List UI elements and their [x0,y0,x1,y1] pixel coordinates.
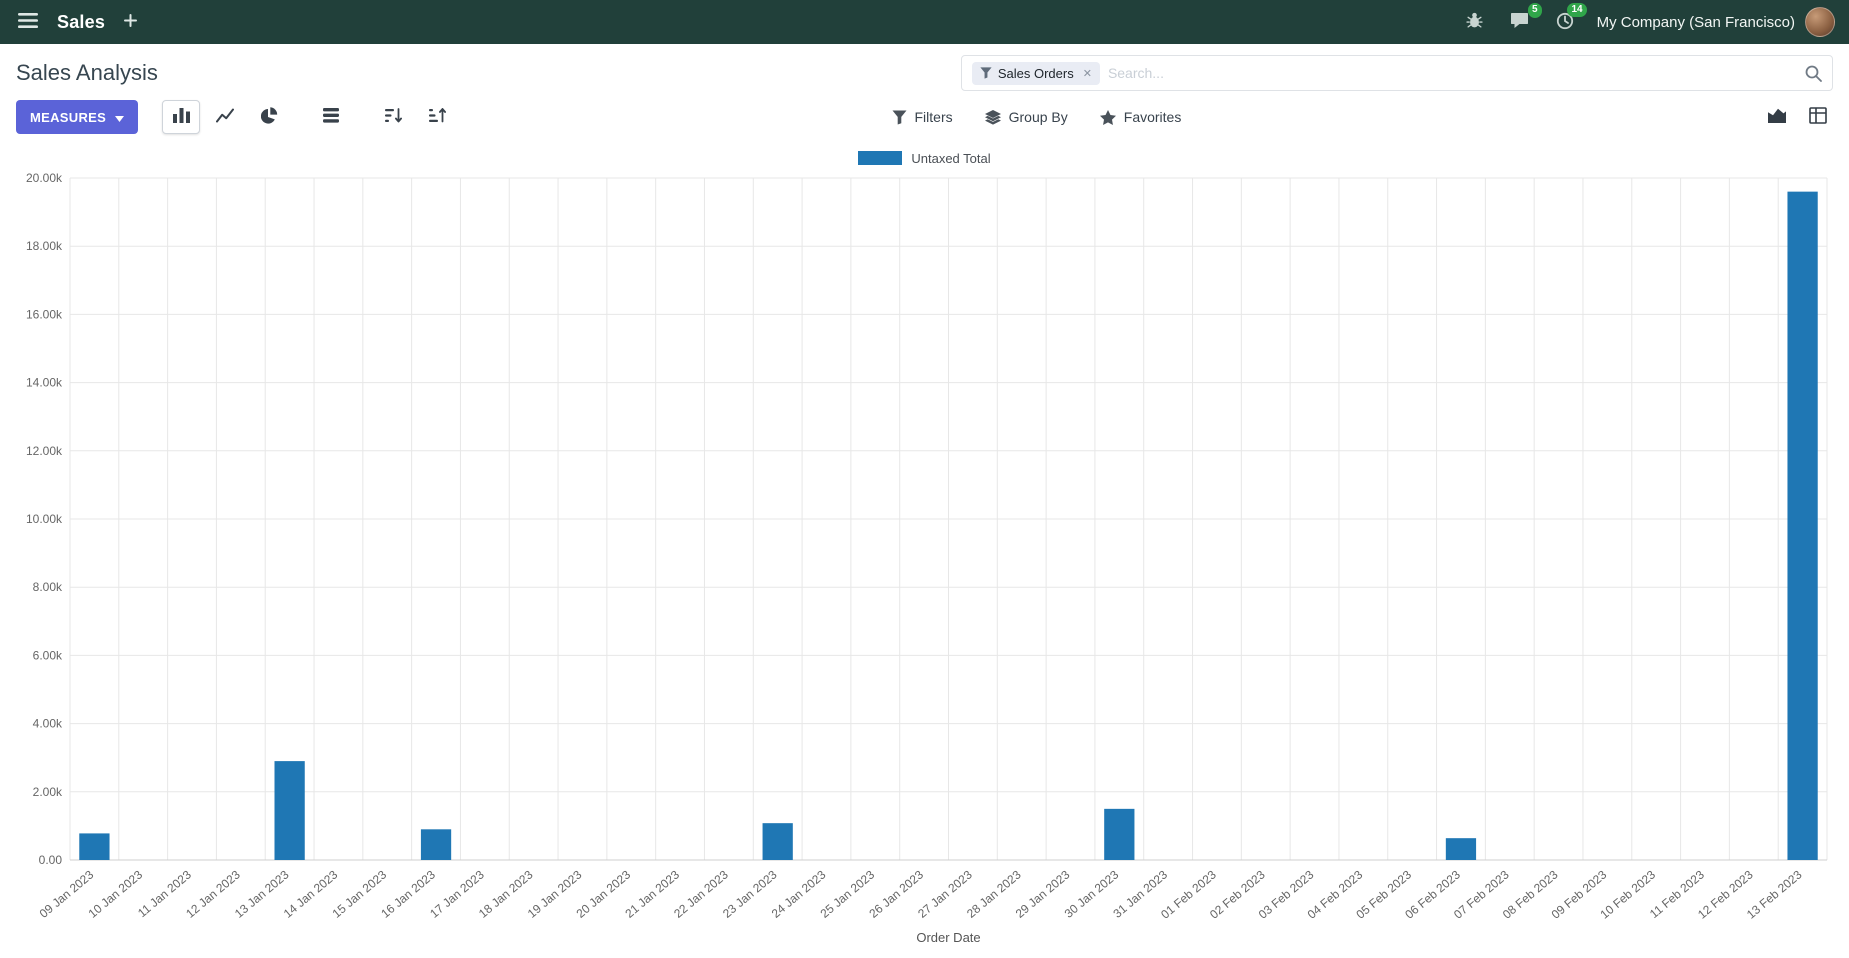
search-bar[interactable]: Sales Orders ✕ [960,55,1833,91]
bug-icon [1465,12,1483,32]
stacked-icon [323,108,340,126]
avatar [1805,7,1835,37]
area-chart-icon [1767,107,1787,127]
pie-chart-button[interactable] [250,100,288,134]
svg-text:4.00k: 4.00k [33,717,63,731]
svg-text:12.00k: 12.00k [26,444,63,458]
chart-bar-0[interactable] [79,833,110,860]
svg-text:8.00k: 8.00k [33,580,63,594]
view-switcher [1767,107,1833,127]
svg-text:6.00k: 6.00k [33,648,63,662]
search-icon[interactable] [1805,65,1822,82]
company-name: My Company (San Francisco) [1596,13,1795,31]
debug-button[interactable] [1462,8,1487,36]
new-tab-button[interactable] [120,10,141,34]
facet-label: Sales Orders [997,65,1074,81]
stacked-toggle-button[interactable] [312,100,350,134]
svg-text:2.00k: 2.00k [33,785,63,799]
sort-descending-button[interactable] [374,100,412,134]
chart-bar-35[interactable] [1787,191,1818,860]
pivot-view-button[interactable] [1809,107,1827,127]
filters-button[interactable]: Filters [892,109,953,125]
navbar-left: Sales [14,9,141,35]
activities-button[interactable]: 14 [1552,2,1587,37]
sort-ascending-button[interactable] [418,100,456,134]
page-title: Sales Analysis [16,60,158,85]
favorites-label: Favorites [1123,109,1182,125]
star-icon [1099,109,1116,125]
filters-label: Filters [914,109,953,125]
pivot-table-icon [1809,107,1827,127]
svg-text:10.00k: 10.00k [26,512,63,526]
line-chart-button[interactable] [206,100,244,134]
measures-label: MEASURES [30,109,107,125]
chart-toolbar: MEASURES [16,100,892,134]
top-navbar: Sales 5 14 My Company (San Francisco) [0,0,1849,44]
sort-ascending-icon [428,108,446,126]
plus-icon [124,14,138,30]
app-name[interactable]: Sales [57,11,106,32]
pie-chart-icon [260,107,278,127]
chart-bar-4[interactable] [274,761,305,860]
search-options: Filters Group By Favorites [892,109,1768,125]
group-by-button[interactable]: Group By [984,109,1068,125]
legend-label: Untaxed Total [911,150,991,166]
chart-bar-28[interactable] [1445,838,1477,860]
chart-bar-14[interactable] [762,823,793,860]
layers-icon [984,109,1001,125]
svg-text:14.00k: 14.00k [26,376,63,390]
svg-text:10 Jan 2023: 10 Jan 2023 [86,867,146,920]
user-menu[interactable]: My Company (San Francisco) [1597,7,1835,37]
apps-menu-button[interactable] [14,9,42,35]
line-chart-icon [216,108,235,126]
activities-badge: 14 [1567,2,1587,17]
svg-text:20.00k: 20.00k [26,171,63,185]
bar-chart-icon [172,108,190,126]
sort-descending-icon [384,108,402,126]
filter-facet-icon [980,67,992,79]
chart-area: 0.00 2.00k 4.00k 6.00k 8.00k 10.00k 12.00k 14.0… [12,170,1837,950]
sales-analysis-bar-chart: 0.00 2.00k 4.00k 6.00k 8.00k 10.00k 12.00k 14.0… [26,171,1828,945]
svg-text:16.00k: 16.00k [26,307,63,321]
messages-badge: 5 [1528,3,1542,18]
chart-legend[interactable]: Untaxed Total [0,148,1849,168]
search-input[interactable] [1107,65,1797,81]
chart-bar-21[interactable] [1104,808,1135,860]
search-facet[interactable]: Sales Orders ✕ [971,61,1100,85]
legend-swatch [858,151,903,165]
breadcrumb-row: Sales Analysis Sales Orders ✕ [16,54,1833,92]
chat-icon [1510,12,1529,32]
clock-icon [1556,12,1574,33]
hamburger-icon [18,13,38,31]
measures-button[interactable]: MEASURES [16,100,139,134]
caret-down-icon [115,110,125,125]
graph-view-button[interactable] [1767,107,1787,127]
svg-text:Order Date: Order Date [916,930,980,945]
control-panel: Sales Analysis Sales Orders ✕ MEASURES [0,44,1849,142]
group-by-label: Group By [1008,109,1068,125]
funnel-icon [892,110,907,125]
bar-chart-button[interactable] [162,100,201,134]
toolbar-row: MEASURES [16,100,1833,134]
facet-remove-button[interactable]: ✕ [1082,67,1092,80]
chart-bar-7[interactable] [420,829,452,860]
svg-text:0.00: 0.00 [39,853,63,867]
favorites-button[interactable]: Favorites [1099,109,1182,125]
messages-button[interactable]: 5 [1506,3,1542,36]
navbar-right: 5 14 My Company (San Francisco) [1462,2,1835,37]
svg-text:18.00k: 18.00k [26,239,63,253]
